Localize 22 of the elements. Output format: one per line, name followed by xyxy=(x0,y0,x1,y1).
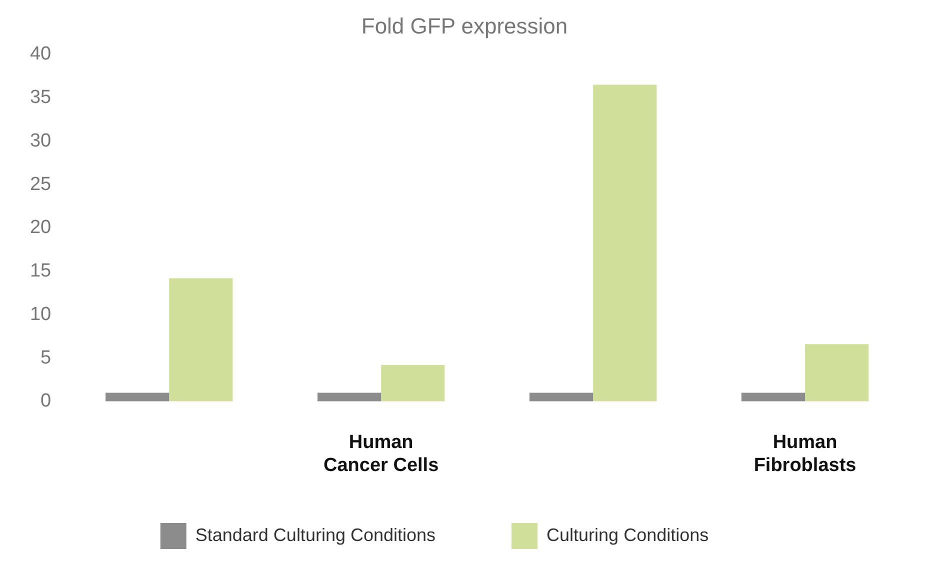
bar xyxy=(317,392,382,402)
legend-label: Standard Culturing Conditions xyxy=(195,524,496,545)
y-tick-label: 25 xyxy=(30,174,52,195)
bar xyxy=(593,84,657,402)
x-tick-label: Human Cancer Cells xyxy=(324,432,439,476)
y-tick-label: 30 xyxy=(30,130,52,152)
bar xyxy=(381,364,445,402)
y-tick-label: 10 xyxy=(30,304,52,325)
bar xyxy=(741,392,806,402)
y-tick-label: 0 xyxy=(40,390,52,412)
bar xyxy=(805,344,869,402)
y-tick-label: 5 xyxy=(40,347,52,368)
legend-label: Culturing Conditions xyxy=(546,524,769,545)
y-tick-label: 20 xyxy=(30,217,52,238)
chart-title: Fold GFP expression xyxy=(361,13,568,38)
y-tick-label: 40 xyxy=(30,44,52,65)
bar xyxy=(529,392,594,402)
y-tick-label: 35 xyxy=(30,87,52,108)
y-tick-label: 15 xyxy=(30,260,52,282)
bar xyxy=(169,278,233,402)
bar xyxy=(106,392,170,402)
x-tick-label: Human Fibroblasts xyxy=(754,432,856,476)
